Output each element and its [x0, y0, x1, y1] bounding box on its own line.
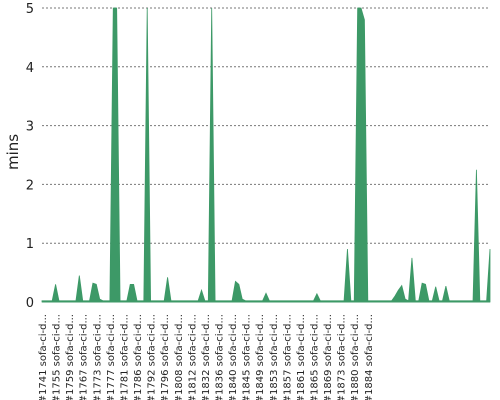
x-tick-label: #1773 sofa-ci-d...: [92, 314, 103, 400]
x-tick-label: #1808 sofa-ci-d...: [174, 314, 185, 400]
x-tick-label: #1767 sofa-ci-d...: [79, 314, 90, 400]
y-tick-label: 2: [26, 178, 34, 193]
x-tick-label: #1865 sofa-ci-d...: [310, 314, 321, 400]
x-tick-label: #1786 sofa-ci-d...: [133, 314, 144, 400]
x-tick-label: #1812 sofa-ci-d...: [187, 314, 198, 400]
x-tick-label: #1781 sofa-ci-d...: [119, 314, 130, 400]
y-axis-label: mins: [4, 134, 22, 170]
x-tick-label: #1840 sofa-ci-d...: [228, 314, 239, 400]
x-tick-label: #1832 sofa-ci-d...: [201, 314, 212, 400]
x-tick-label: #1759 sofa-ci-d...: [65, 314, 76, 400]
y-axis-ticks: 0 1 2 3 4 5: [26, 2, 34, 311]
x-tick-label: #1836 sofa-ci-d...: [214, 314, 225, 400]
y-tick-label: 5: [26, 2, 34, 17]
x-tick-label: #1796 sofa-ci-d...: [160, 314, 171, 400]
x-tick-label: #1741 sofa-ci-d...: [38, 314, 49, 400]
x-tick-label: #1777 sofa-ci-d...: [106, 314, 117, 400]
x-axis-ticks: #1741 sofa-ci-d... #1755 sofa-ci-d... #175…: [38, 314, 375, 400]
x-tick-label: #1845 sofa-ci-d...: [242, 314, 253, 400]
x-tick-label: #1849 sofa-ci-d...: [255, 314, 266, 400]
x-tick-label: #1861 sofa-ci-d...: [296, 314, 307, 400]
x-tick-label: #1884 sofa-ci-d...: [364, 314, 375, 400]
x-tick-label: #1792 sofa-ci-d...: [147, 314, 158, 400]
x-tick-label: #1880 sofa-ci-d...: [350, 314, 361, 400]
x-tick-label: #1857 sofa-ci-d...: [282, 314, 293, 400]
x-tick-label: #1755 sofa-ci-d...: [52, 314, 63, 400]
y-tick-label: 4: [26, 61, 34, 76]
x-tick-label: #1869 sofa-ci-d...: [323, 314, 334, 400]
y-tick-label: 3: [26, 120, 34, 135]
y-tick-label: 1: [26, 237, 34, 252]
series-area-layer: [41, 7, 491, 303]
series-area: [41, 7, 491, 303]
x-tick-label: #1853 sofa-ci-d...: [269, 314, 280, 400]
gridlines: [42, 7, 490, 244]
x-tick-label: #1873 sofa-ci-d...: [337, 314, 348, 400]
y-tick-label: 0: [26, 296, 34, 311]
